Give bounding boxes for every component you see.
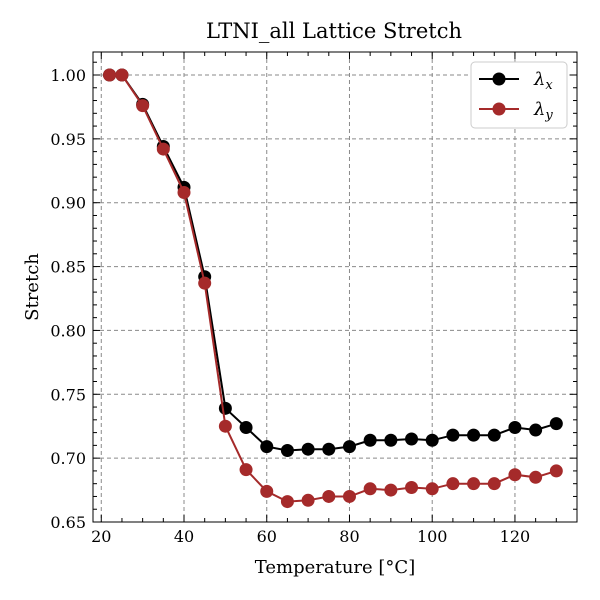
data-point [467, 428, 481, 442]
data-point [487, 477, 501, 491]
data-point [342, 489, 356, 503]
data-point [508, 420, 522, 434]
y-tick-labels: 0.65 0.70 0.75 0.80 0.85 0.90 0.95 1.00 [50, 66, 86, 532]
data-point [322, 489, 336, 503]
data-point [301, 493, 315, 507]
data-point [549, 417, 563, 431]
data-point [487, 428, 501, 442]
legend-label: λx [533, 69, 553, 93]
data-point [239, 463, 253, 477]
data-point [508, 468, 522, 482]
y-tick-label: 0.80 [50, 321, 86, 340]
data-point [198, 276, 212, 290]
x-tick-label: 20 [91, 527, 111, 546]
data-point [280, 443, 294, 457]
data-point [425, 433, 439, 447]
data-point [446, 428, 460, 442]
data-point [103, 68, 117, 82]
data-point [363, 433, 377, 447]
data-point [218, 401, 232, 415]
data-point [529, 423, 543, 437]
x-tick-label: 40 [174, 527, 194, 546]
data-point [405, 481, 419, 495]
series-group [103, 68, 563, 509]
x-tick-label: 100 [417, 527, 448, 546]
legend: λx λy [470, 61, 568, 129]
plot-frame [92, 51, 578, 523]
x-tick-label: 80 [339, 527, 359, 546]
data-point [363, 482, 377, 496]
data-point [384, 483, 398, 497]
data-point [301, 442, 315, 456]
data-point [384, 433, 398, 447]
data-point [136, 99, 150, 113]
data-point [342, 440, 356, 454]
y-tick-label: 0.90 [50, 194, 86, 213]
data-point [239, 420, 253, 434]
data-point [260, 440, 274, 454]
y-tick-label: 0.75 [50, 385, 86, 404]
data-point [322, 442, 336, 456]
data-point [177, 185, 191, 199]
x-tick-label: 60 [257, 527, 277, 546]
data-point [280, 495, 294, 509]
series-y [103, 68, 563, 509]
x-axis-label: Temperature [°C] [255, 557, 415, 578]
data-point [529, 470, 543, 484]
x-tick-labels: 20 40 60 80 100 120 [91, 527, 530, 546]
legend-item: λy [479, 99, 553, 123]
data-point [260, 484, 274, 498]
axis-ticks [93, 52, 578, 523]
data-point [405, 432, 419, 446]
data-point [549, 464, 563, 478]
y-tick-label: 0.85 [50, 258, 86, 277]
data-point [218, 419, 232, 433]
legend-marker [492, 72, 506, 86]
chart-title: LTNI_all Lattice Stretch [206, 19, 462, 43]
y-tick-label: 1.00 [50, 66, 86, 85]
data-point [425, 482, 439, 496]
data-point [156, 142, 170, 156]
y-tick-label: 0.70 [50, 449, 86, 468]
legend-label: λy [533, 99, 553, 123]
x-tick-label: 120 [500, 527, 531, 546]
data-point [446, 477, 460, 491]
data-point [467, 477, 481, 491]
legend-marker [492, 102, 506, 116]
data-point [115, 68, 129, 82]
y-tick-label: 0.95 [50, 130, 86, 149]
legend-item: λx [479, 69, 553, 93]
y-axis-label: Stretch [22, 253, 43, 321]
y-tick-label: 0.65 [50, 513, 86, 532]
